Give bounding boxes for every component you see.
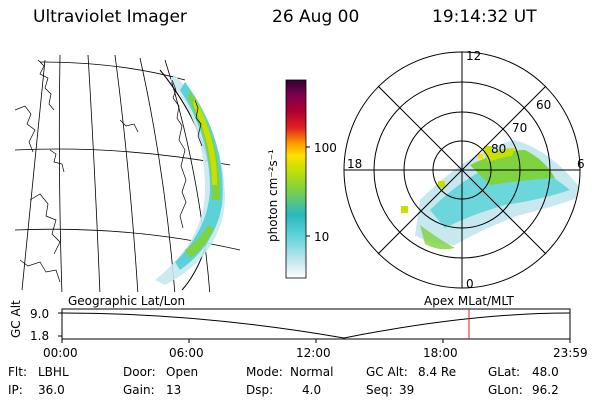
polar-lat-label-60: 60 [536,98,552,112]
status-seq-label: Seq: [366,383,393,397]
status-gcalt-value: 8.4 Re [418,365,457,379]
status-gain-value: 13 [166,383,182,397]
status-gain-label: Gain: [123,383,155,397]
polar-lat-label-70: 70 [512,121,528,135]
geo-aurora-emission [155,75,225,285]
altitude-tick-label-high: 9.0 [30,307,50,321]
status-mode-label: Mode: [246,365,283,379]
instrument-title: Ultraviolet Imager [33,7,187,27]
polar-mlt-label-12: 12 [466,49,482,63]
time-ticks [61,339,571,343]
status-dsp-label: Dsp: [246,383,274,397]
altitude-strip-frame [61,308,571,340]
polar-mlt-label-6: 6 [577,157,585,171]
polar-lat-label-80: 80 [491,142,507,156]
polar-mlt-label-18: 18 [347,157,363,171]
time-tick-label-1800: 18:00 [423,346,458,360]
status-ip-value: 36.0 [38,383,65,397]
colorbar-tick-label-10: 10 [314,230,330,244]
altitude-tick-label-low: 1.8 [30,329,50,343]
time-tick-label-0000: 00:00 [43,346,78,360]
status-door-label: Door: [123,365,156,379]
geo-map-caption: Geographic Lat/Lon [68,294,186,308]
polar-mlt-label-0: 0 [466,277,474,291]
image-date: 26 Aug 00 [272,7,360,27]
polar-emission [401,140,580,250]
status-flt-label: Flt: [8,365,27,379]
status-mode-value: Normal [290,365,334,379]
status-glon-value: 96.2 [532,383,559,397]
image-time: 19:14:32 UT [432,7,537,27]
status-door-value: Open [166,365,199,379]
altitude-axis-label: GC Alt [9,300,23,338]
polar-grid [343,51,581,289]
status-glat-value: 48.0 [532,365,559,379]
geo-longitude-lines [21,54,211,292]
status-seq-value: 39 [399,383,415,397]
status-glat-label: GLat: [488,365,521,379]
status-flt-value: LBHL [38,365,69,379]
time-tick-label-1200: 12:00 [296,346,331,360]
altitude-curve [61,312,571,339]
status-glon-label: GLon: [488,383,523,397]
status-ip-label: IP: [8,383,23,397]
status-gcalt-label: GC Alt: [366,365,408,379]
colorbar-bar [285,79,307,279]
geo-coastlines [15,59,203,283]
time-tick-label-2359: 23:59 [553,346,588,360]
polar-plot-caption: Apex MLat/MLT [424,294,514,308]
colorbar-tick-label-100: 100 [314,141,337,155]
status-dsp-value: 4.0 [302,383,322,397]
geo-map-plot [15,54,241,292]
polar-diagonal-2 [377,85,547,255]
time-tick-label-0600: 06:00 [169,346,204,360]
